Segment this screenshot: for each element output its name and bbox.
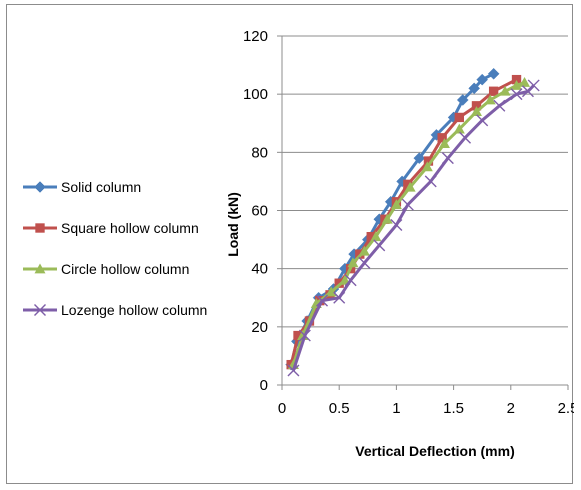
series-point bbox=[421, 161, 433, 172]
series-point bbox=[437, 133, 447, 143]
legend-item: Solid column bbox=[23, 179, 141, 195]
x-tick-label: 1.5 bbox=[443, 400, 464, 417]
series-point bbox=[510, 88, 523, 101]
series-point bbox=[454, 112, 464, 123]
series-point bbox=[487, 67, 500, 80]
series-point bbox=[468, 82, 481, 95]
series-point bbox=[373, 239, 386, 252]
series-point bbox=[527, 79, 540, 92]
x-axis-title: Vertical Deflection (mm) bbox=[355, 443, 515, 459]
legend-label: Square hollow column bbox=[61, 220, 199, 236]
tick-labels: 0 20 40 60 80 100 120 0 0.5 1 1.5 2 2.5 bbox=[243, 28, 574, 417]
legend-item: Square hollow column bbox=[23, 220, 199, 236]
series-point bbox=[484, 94, 496, 105]
series-point bbox=[370, 231, 382, 242]
series-point bbox=[34, 304, 46, 316]
series-point bbox=[358, 245, 370, 256]
grid-lines bbox=[282, 35, 568, 328]
legend: Solid column Square hollow column Circle h… bbox=[23, 179, 207, 318]
series-point bbox=[390, 199, 402, 210]
series-point bbox=[293, 330, 303, 341]
legend-label: Circle hollow column bbox=[61, 261, 189, 277]
series-line bbox=[291, 81, 526, 366]
series-point bbox=[34, 263, 46, 274]
series-point bbox=[366, 232, 376, 242]
x-tick-label: 0 bbox=[278, 400, 286, 417]
series-3 bbox=[287, 77, 531, 370]
series-point bbox=[358, 256, 371, 269]
legend-label: Solid column bbox=[61, 179, 141, 195]
legend-item: Lozenge hollow column bbox=[23, 302, 207, 318]
plot-series bbox=[285, 67, 540, 377]
series-point bbox=[476, 114, 489, 127]
y-tick-label: 60 bbox=[251, 203, 268, 220]
y-tick-label: 0 bbox=[260, 377, 268, 394]
series-point bbox=[333, 291, 346, 304]
series-point bbox=[401, 198, 414, 211]
series-point bbox=[459, 131, 472, 144]
x-tick-label: 1 bbox=[392, 400, 400, 417]
series-point bbox=[347, 257, 359, 268]
series-point bbox=[423, 156, 434, 166]
series-point bbox=[511, 74, 522, 85]
series-point bbox=[35, 223, 45, 233]
series-point bbox=[471, 101, 482, 111]
y-tick-label: 20 bbox=[251, 319, 268, 336]
series-point bbox=[287, 364, 300, 377]
chart-area: 0 20 40 60 80 100 120 0 0.5 1 1.5 2 2.5 Vertical Def… bbox=[6, 4, 574, 484]
series-line bbox=[289, 78, 518, 365]
series-point bbox=[381, 213, 393, 224]
series-point bbox=[325, 286, 337, 297]
chart-svg: 0 20 40 60 80 100 120 0 0.5 1 1.5 2 2.5 Vertical Def… bbox=[23, 28, 574, 459]
legend-label: Lozenge hollow column bbox=[61, 302, 207, 318]
series-point bbox=[441, 152, 454, 165]
series-point bbox=[453, 123, 465, 134]
series-point bbox=[413, 152, 426, 165]
y-tick-label: 80 bbox=[251, 144, 268, 161]
series-point bbox=[390, 219, 403, 232]
x-tick-label: 0.5 bbox=[329, 400, 350, 417]
y-axis-title: Load (kN) bbox=[225, 192, 241, 257]
y-tick-label: 40 bbox=[251, 261, 268, 278]
series-point bbox=[34, 181, 46, 193]
series-point bbox=[499, 85, 511, 96]
x-tick-label: 2 bbox=[507, 400, 515, 417]
y-tick-label: 100 bbox=[243, 86, 268, 103]
x-tick-label: 2.5 bbox=[558, 400, 574, 417]
series-point bbox=[316, 294, 329, 307]
legend-item: Circle hollow column bbox=[23, 261, 189, 277]
series-point bbox=[403, 179, 413, 189]
series-2 bbox=[286, 74, 522, 370]
axes bbox=[277, 35, 569, 390]
series-line bbox=[291, 84, 535, 371]
series-point bbox=[456, 94, 469, 106]
series-point bbox=[298, 329, 311, 342]
series-point bbox=[476, 73, 489, 86]
series-point bbox=[511, 79, 523, 90]
series-point bbox=[438, 138, 450, 149]
series-point bbox=[493, 99, 506, 112]
series-point bbox=[344, 274, 357, 287]
series-point bbox=[488, 86, 499, 96]
series-point bbox=[519, 77, 531, 87]
series-point bbox=[404, 181, 416, 192]
series-point bbox=[424, 175, 437, 188]
series-4 bbox=[287, 79, 540, 377]
y-tick-label: 120 bbox=[243, 28, 268, 45]
series-point bbox=[470, 106, 482, 117]
